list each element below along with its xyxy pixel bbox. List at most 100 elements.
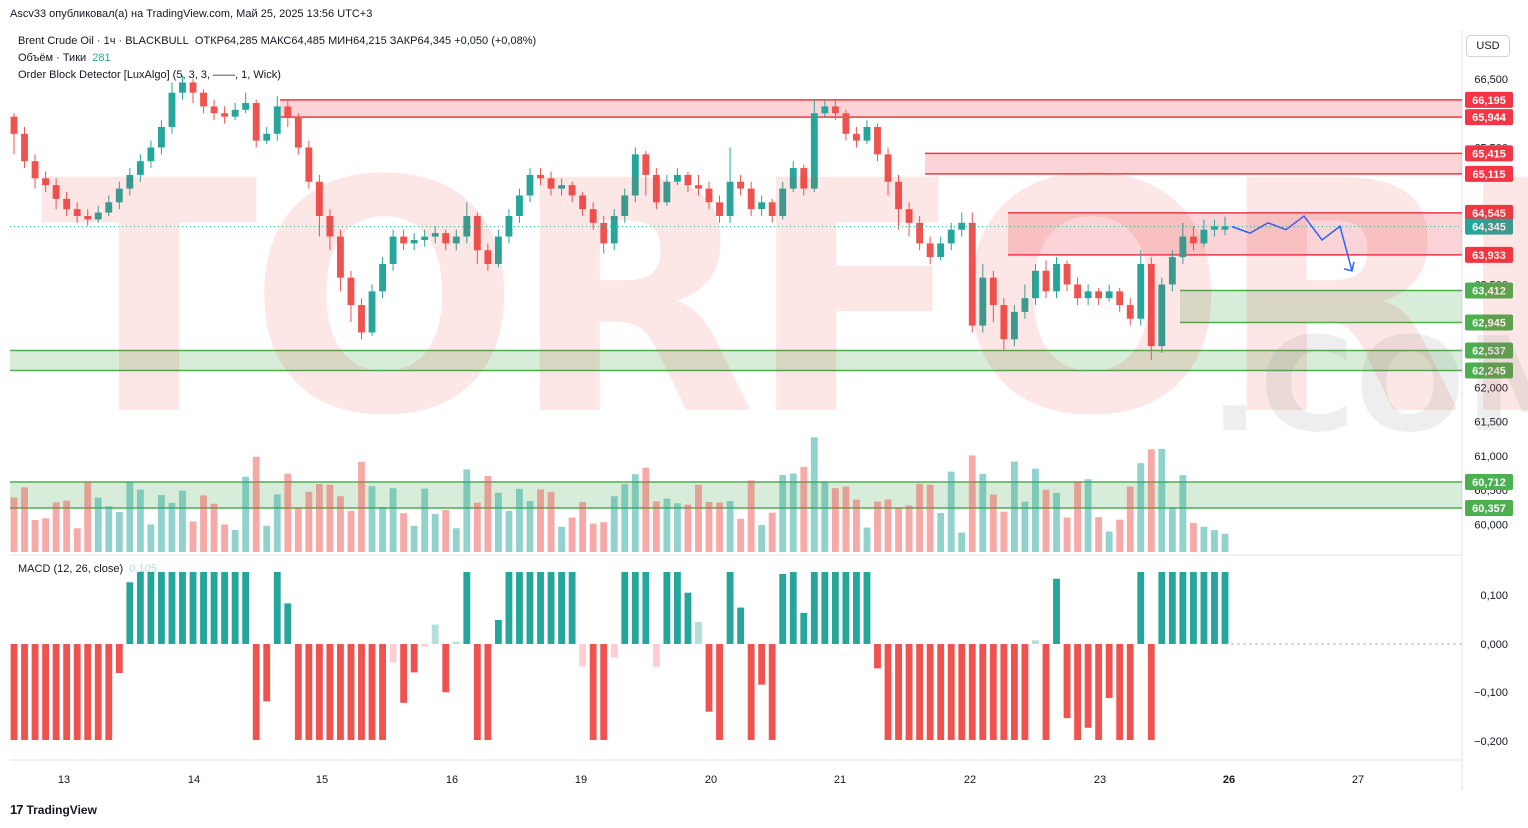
candle-body [179,82,186,93]
candlestick-series [10,75,1462,360]
volume-bar [547,491,555,552]
price-tag: 60,712 [1465,474,1513,490]
macd-tick-label: 0,100 [1480,590,1508,602]
candle-body [84,216,92,220]
price-tag-label: 62,945 [1472,318,1506,330]
macd-bar [1084,644,1092,728]
volume-bar [252,456,260,552]
macd-bar [410,644,418,673]
chart-grid [10,30,1463,790]
price-tag-label: 60,712 [1472,477,1506,489]
candle-body [168,92,176,127]
volume-bar [21,487,28,552]
candle-body [442,233,450,244]
macd-bar [1147,644,1155,740]
candle-body [284,106,292,117]
time-tick-label: 27 [1352,774,1364,786]
candle-body [726,181,734,216]
volume-bar [1137,463,1145,552]
candle-body [905,209,913,223]
macd-bar [294,644,302,740]
symbol-label[interactable]: Brent Crude Oil · 1ч · BLACKBULL [18,35,189,47]
candle-body [63,198,71,210]
macd-bar [337,644,344,740]
volume-bar [1021,501,1029,552]
volume-bar [42,518,50,552]
forecast-arrow [1231,214,1355,272]
volume-label[interactable]: Объём · Тики [18,52,87,64]
macd-bar [737,607,745,644]
tradingview-logo[interactable]: 17 TradingView [10,802,97,817]
macd-bar [315,644,323,740]
macd-bar [73,644,81,740]
macd-bar [442,644,450,693]
volume-bar [1042,489,1050,552]
volume-bar [73,528,81,552]
time-tick-label: 23 [1094,774,1106,786]
macd-bar [652,644,660,668]
candle-body [305,147,313,182]
price-tag-bg [1465,282,1513,299]
price-tag-label: 62,245 [1472,365,1506,377]
candle-body [1084,291,1092,299]
volume-bar [821,481,829,552]
macd-bar [600,644,608,740]
volume-bar [958,532,966,552]
price-tag-label: 65,415 [1472,148,1506,160]
macd-bar [21,644,28,740]
price-tick-label: 61,500 [1474,417,1508,429]
time-axis: 13 14 15 16 19 20 21 22 23 26 27 [58,774,1364,786]
candle-body [326,216,334,237]
macd-bar [126,582,134,644]
volume-bar [800,466,808,552]
candle-body [673,174,681,182]
macd-bar [368,644,376,740]
macd-bar [853,572,860,644]
indicator-label[interactable]: Order Block Detector [LuxAlgo] (5, 3, 3,… [18,69,281,81]
candle-body [810,113,818,189]
volume-bar [368,486,376,552]
candle-body [410,239,418,244]
volume-bar [94,497,102,552]
candle-body [1179,236,1187,258]
volume-bar [1095,517,1103,552]
candle-body [494,236,502,264]
candle-body [389,236,397,264]
time-tick-label: 22 [964,774,976,786]
candle-body [1032,270,1039,299]
macd-label[interactable]: MACD (12, 26, close) [18,563,124,575]
macd-bar [1010,644,1018,740]
macd-bar [400,644,408,703]
price-tag-bg [1465,204,1513,221]
volume-bar [84,482,92,552]
forecast-path [1231,214,1353,271]
macd-bar [379,644,386,740]
macd-bar [768,644,776,740]
volume-bar [831,488,839,552]
candle-body [126,174,134,189]
volume-bar [158,495,165,552]
volume-bar [726,501,734,552]
volume-bar [431,513,439,552]
volume-bar [463,469,471,552]
macd-bar [947,644,955,740]
price-tag: 65,415 [1465,145,1513,162]
macd-bar [1095,644,1103,740]
macd-bar [1116,644,1124,740]
macd-bar [516,572,523,644]
macd-bar [42,644,50,740]
macd-bar [168,572,176,644]
currency-button[interactable]: USD [1466,35,1510,57]
volume-bar [579,501,587,552]
candle-body [937,243,945,258]
candle-body [221,113,229,117]
candle-body [842,113,850,134]
candle-body [94,212,102,220]
candle-body [1147,263,1155,347]
price-tag-label: 60,357 [1472,503,1506,515]
price-tick-label: 61,000 [1474,451,1508,463]
candle-body [315,181,323,216]
volume-bar [1000,511,1008,552]
macd-bar [179,572,186,644]
